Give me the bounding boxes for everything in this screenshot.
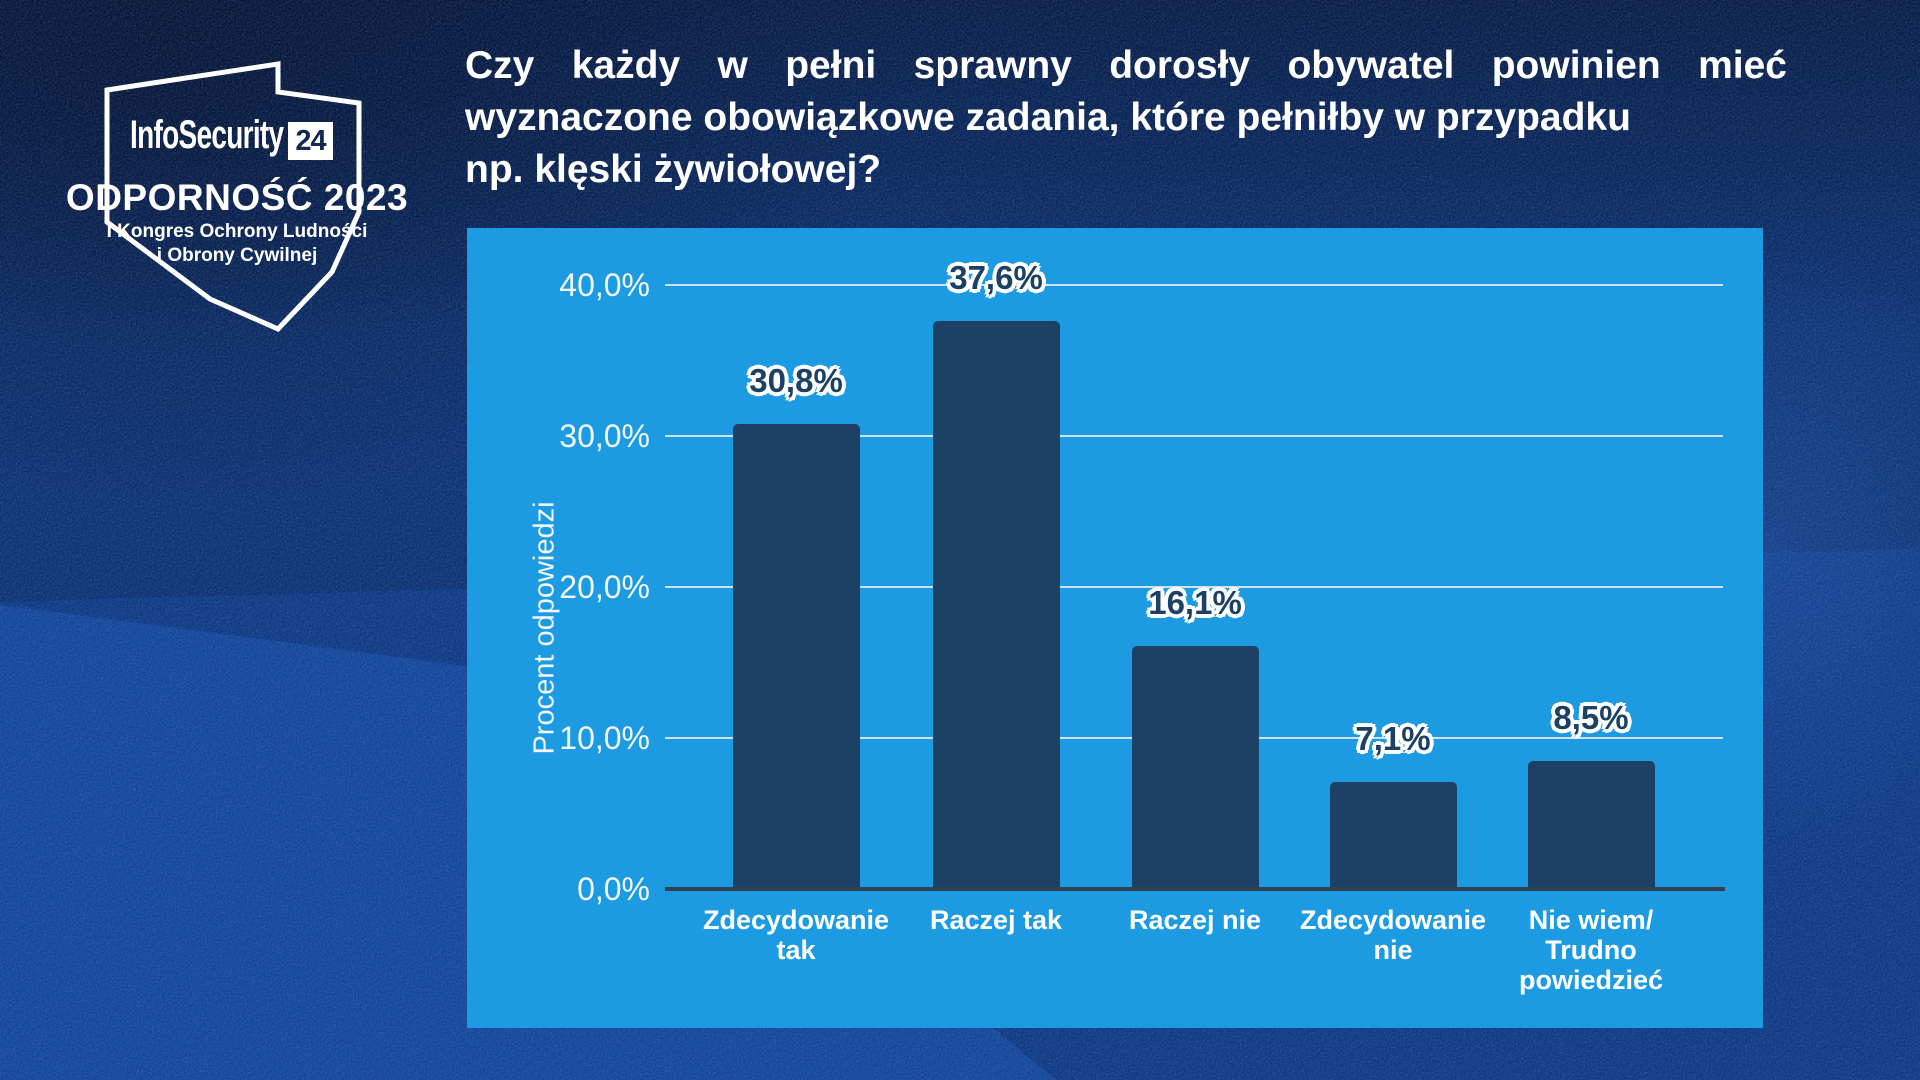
event-title: ODPORNOŚĆ 2023 xyxy=(65,177,409,218)
y-tick-label-10: 10,0% xyxy=(559,720,650,756)
event-subtitle-line2: i Obrony Cywilnej xyxy=(156,245,318,266)
bar-2 xyxy=(932,321,1060,889)
value-label-2: 37,6% xyxy=(949,259,1043,296)
chart-panel: Procent odpowiedzi 0,0% 10,0% 20,0% 30,0% 40… xyxy=(467,228,1763,1028)
bar-group-4: 7,1% xyxy=(1329,228,1457,889)
question-line-1: Czy każdy w pełni sprawny dorosły obywat… xyxy=(465,44,1787,87)
bar-group-5: 8,5% xyxy=(1527,228,1655,889)
x-axis-line xyxy=(665,887,1725,891)
value-label-3: 16,1% xyxy=(1148,584,1242,621)
bar-3 xyxy=(1131,646,1259,889)
bar-group-3: 16,1% xyxy=(1131,228,1259,889)
bar-1 xyxy=(732,424,860,889)
brand-wordmark: InfoSecurity xyxy=(130,113,284,157)
question-line-2: wyznaczone obowiązkowe zadania, które pe… xyxy=(465,96,1631,139)
y-tick-label-0: 0,0% xyxy=(577,871,650,907)
category-label-5: Nie wiem/ Trudno powiedzieć xyxy=(1518,905,1664,995)
question-title: Czy każdy w pełni sprawny dorosły obywat… xyxy=(465,40,1787,196)
question-line-3: np. klęski żywiołowej? xyxy=(465,148,882,191)
value-label-5: 8,5% xyxy=(1553,699,1629,736)
y-tick-label-40: 40,0% xyxy=(559,267,650,303)
value-label-4: 7,1% xyxy=(1355,720,1431,757)
bar-group-2: 37,6% xyxy=(932,228,1060,889)
bar-group-1: 30,8% xyxy=(732,228,860,889)
y-tick-label-30: 30,0% xyxy=(559,418,650,454)
value-label-1: 30,8% xyxy=(749,362,843,399)
bar-4 xyxy=(1329,782,1457,889)
y-tick-label-20: 20,0% xyxy=(559,569,650,605)
event-subtitle-line1: I Kongres Ochrony Ludności xyxy=(106,221,368,242)
brand-badge-24: 24 xyxy=(288,122,333,160)
bar-5 xyxy=(1527,761,1655,889)
